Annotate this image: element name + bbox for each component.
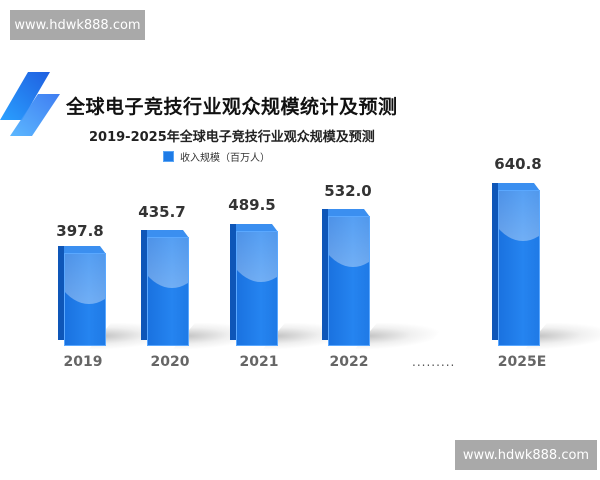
- watermark-bottom: www.hdwk888.com: [455, 440, 597, 470]
- x-label-2020: 2020: [150, 354, 190, 370]
- value-label-2021: 489.5: [228, 196, 276, 214]
- value-label-2022: 532.0: [324, 182, 372, 200]
- bar-2022: [322, 209, 370, 346]
- chart-subtitle: 2019-2025年全球电子竞技行业观众规模及预测: [89, 130, 375, 145]
- x-label-2025e: 2025E: [497, 354, 547, 370]
- legend-label: 收入规模（百万人）: [180, 153, 270, 164]
- x-label-2022: 2022: [329, 354, 369, 370]
- gap-marker: .........: [412, 355, 456, 369]
- value-label-2019: 397.8: [56, 222, 104, 240]
- bar-2019: [58, 246, 106, 346]
- watermark-top: www.hdwk888.com: [10, 10, 145, 40]
- bar-2021: [230, 224, 278, 346]
- value-label-2025e: 640.8: [494, 155, 542, 173]
- x-label-2019: 2019: [63, 354, 103, 370]
- x-label-2021: 2021: [239, 354, 279, 370]
- bar-2020: [141, 230, 189, 346]
- bar-2025e: [492, 183, 540, 346]
- chart-title: 全球电子竞技行业观众规模统计及预测: [66, 96, 398, 118]
- legend: 收入规模（百万人）: [163, 149, 270, 164]
- blue-lightning-stripes-icon: [0, 72, 60, 136]
- value-label-2020: 435.7: [138, 203, 186, 221]
- legend-swatch: [163, 151, 174, 162]
